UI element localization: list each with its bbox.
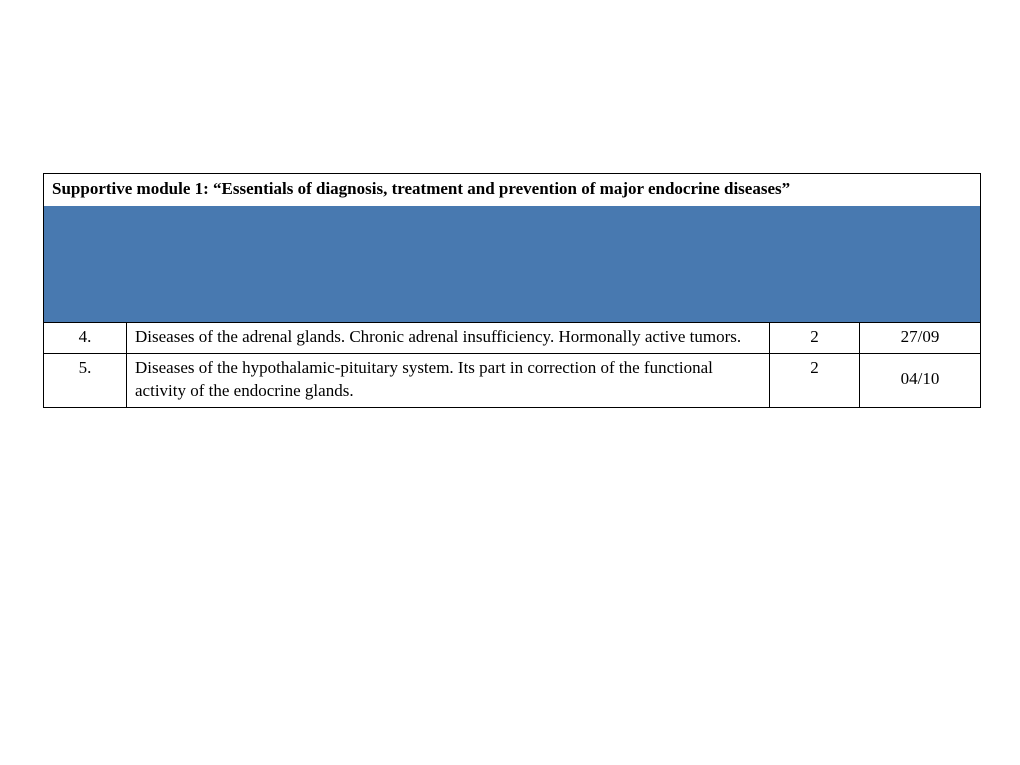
row-hours: 2	[770, 323, 860, 353]
row-number: 4.	[44, 323, 127, 353]
row-topic: Diseases of the hypothalamic-pituitary s…	[127, 354, 770, 407]
row-number: 5.	[44, 354, 127, 407]
highlight-selection-block	[44, 206, 980, 322]
row-date: 27/09	[860, 323, 980, 353]
row-hours: 2	[770, 354, 860, 407]
table-row: 4. Diseases of the adrenal glands. Chron…	[44, 322, 980, 353]
row-topic: Diseases of the adrenal glands. Chronic …	[127, 323, 770, 353]
table-row: 5. Diseases of the hypothalamic-pituitar…	[44, 353, 980, 408]
row-date: 04/10	[860, 354, 980, 407]
module-table: Supportive module 1: “Essentials of diag…	[43, 173, 981, 408]
module-title: Supportive module 1: “Essentials of diag…	[44, 174, 980, 206]
